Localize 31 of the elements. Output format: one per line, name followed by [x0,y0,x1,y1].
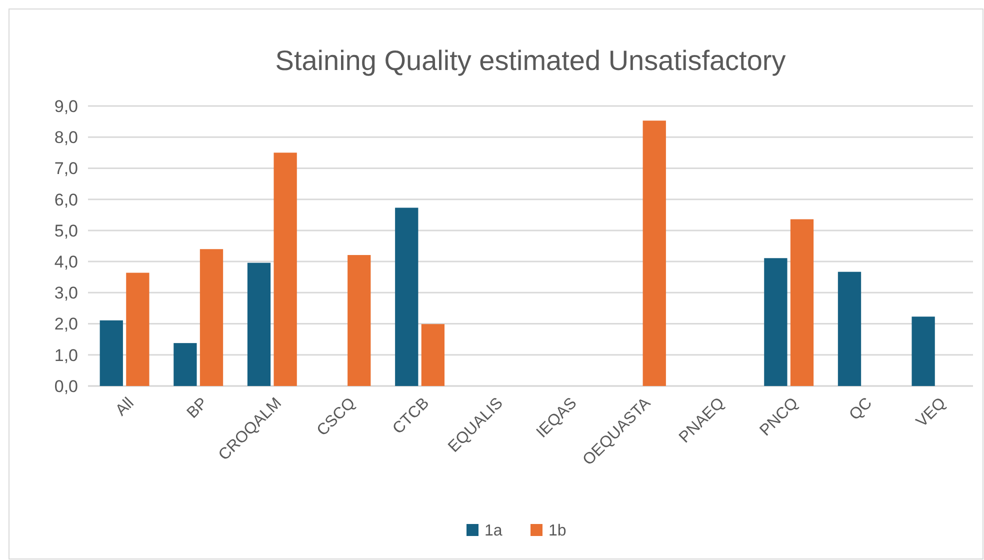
bar [174,343,197,386]
y-tick-label: 4,0 [54,252,78,272]
y-tick-label: 8,0 [54,128,78,148]
y-tick-label: 5,0 [54,221,78,240]
y-tick-label: 0,0 [54,376,78,396]
bar [912,316,935,386]
y-tick-label: 1,0 [54,346,78,365]
x-tick-label: QC [846,394,876,424]
x-tick-label: VEQ [913,394,950,431]
bar [764,258,788,386]
bar [200,249,224,386]
y-tick-label: 6,0 [54,190,78,210]
y-tick-label: 2,0 [54,314,78,334]
x-tick-label: BP [184,394,212,422]
legend-label: 1a [484,522,502,540]
bar [247,262,271,386]
bar [642,120,666,386]
x-tick-label: All [112,394,138,420]
bar [126,272,150,386]
bar [348,255,371,386]
bar [790,219,814,386]
y-tick-label: 3,0 [54,284,78,303]
chart-title: Staining Quality estimated Unsatisfactory [275,45,786,76]
y-tick-label: 9,0 [54,96,78,116]
bar [100,320,123,386]
bar [395,208,418,386]
legend-label: 1b [548,522,566,540]
y-tick-label: 7,0 [54,159,78,178]
bar [274,152,297,386]
bar [838,272,862,386]
bar [421,324,445,386]
